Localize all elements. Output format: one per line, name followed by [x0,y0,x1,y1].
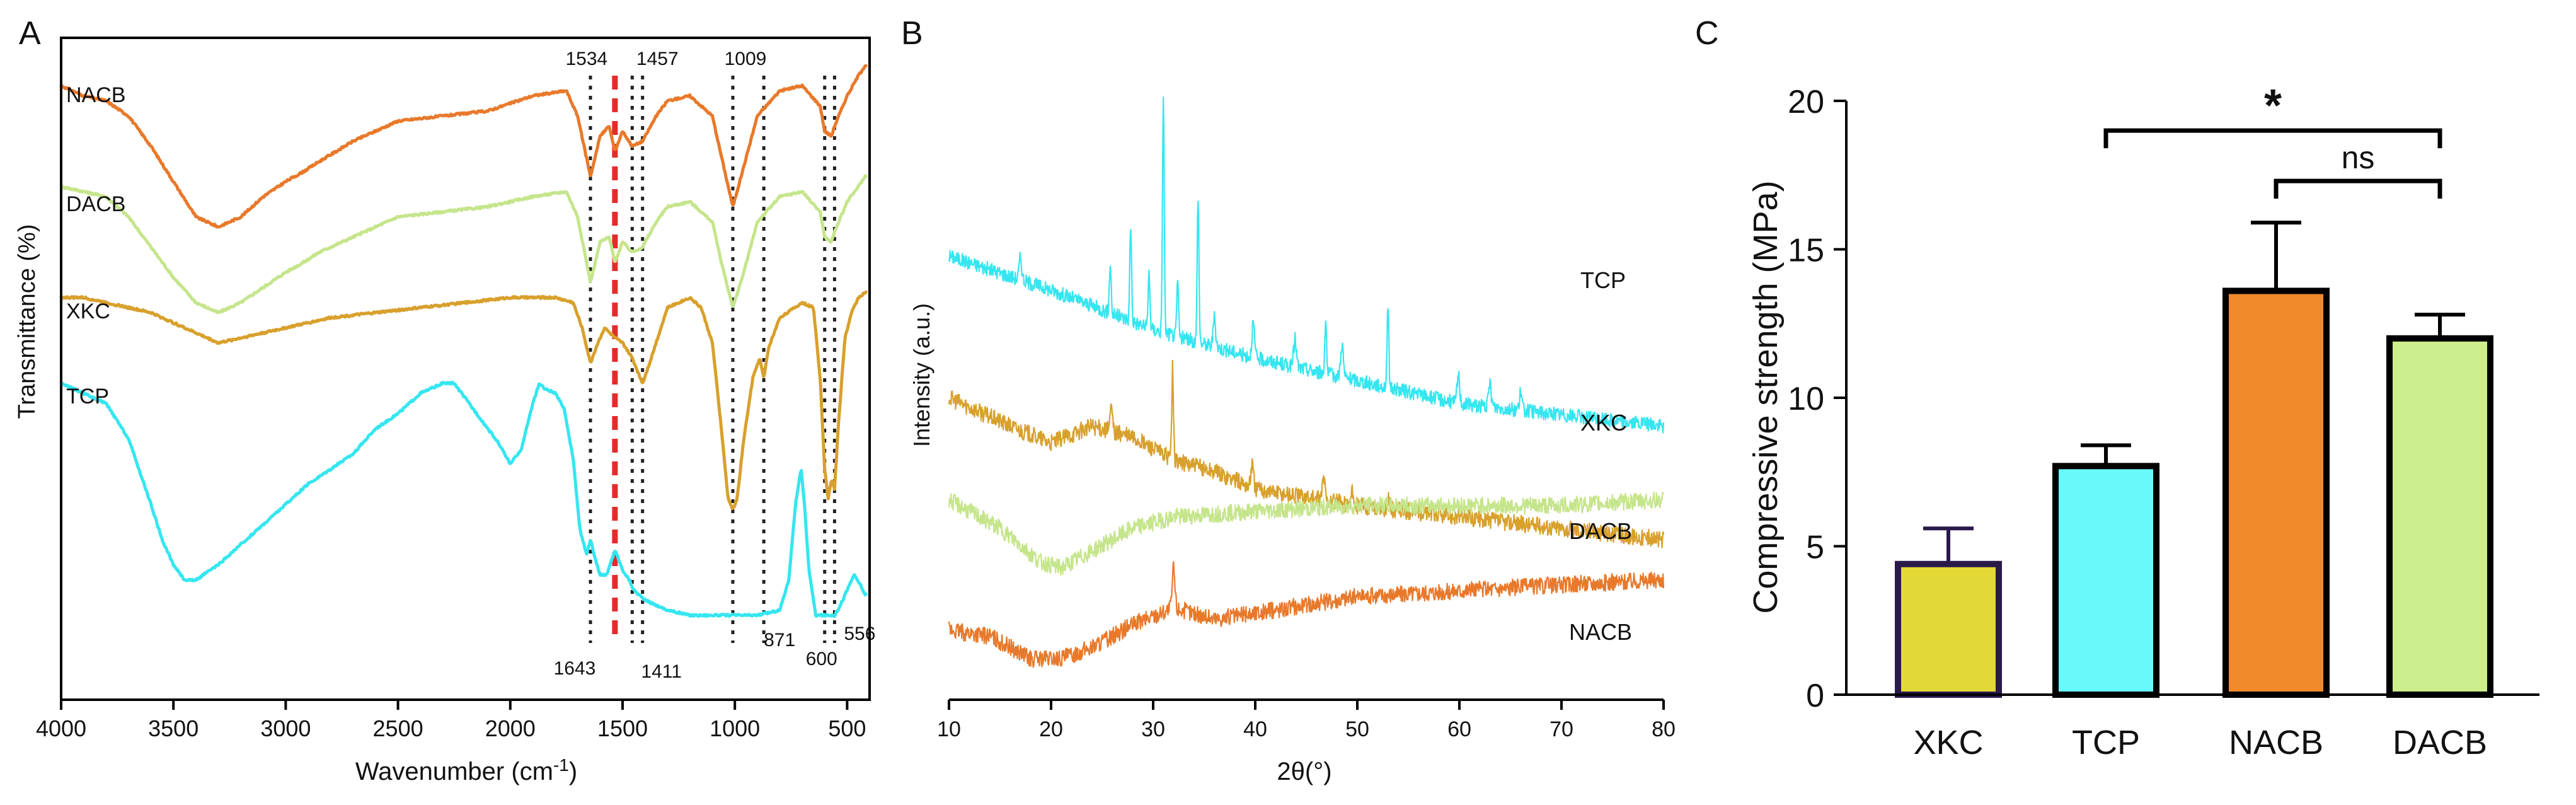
bar-y-tick-label-5: 5 [1806,530,1824,566]
bar-y-axis-label: Compressive strength (MPa) [1747,180,1785,613]
peak-label-1411: 1411 [641,661,682,682]
peak-label-1643: 1643 [554,658,596,679]
ftir-x-tick-label-2500: 2500 [373,715,423,741]
bar-category-label-dacb: DACB [2393,724,2487,762]
bar-category-label-xkc: XKC [1913,724,1983,762]
xrd-trace-tcp [948,96,1665,434]
significance-label-tcp-dacb: * [2264,81,2282,131]
xrd-series-label-tcp: TCP [1580,267,1626,293]
ftir-x-tick-label-1500: 1500 [597,715,648,741]
significance-label-nacb-dacb: ns [2342,140,2375,175]
ftir-series-label-xkc: XKC [66,299,110,323]
ftir-trace-xkc [59,290,868,511]
xrd-traces [948,96,1665,668]
xrd-x-tick-label-30: 30 [1141,717,1165,741]
ftir-x-axis-label: Wavenumber (cm-1) [355,755,577,785]
bar-y-tick-label-0: 0 [1806,678,1824,714]
xrd-series-label-xkc: XKC [1580,410,1627,436]
xrd-series-label-dacb: DACB [1569,518,1632,544]
xrd-x-tick-label-60: 60 [1447,717,1471,741]
ftir-series-label-tcp: TCP [66,385,109,408]
bar-dacb [2386,335,2493,698]
panel-label-c: C [1695,15,1719,52]
compressive-strength-panel: * ns 0 5 10 15 20 XKC TCP NACB DACB Compressive … [1747,81,2539,762]
panel-label-b: B [901,15,923,52]
significance-brackets: * ns [2103,81,2442,199]
xrd-x-tick-label-70: 70 [1550,717,1573,741]
bar-y-ticks: 0 5 10 15 20 [1788,84,1846,714]
peak-label-1009: 1009 [725,49,767,69]
bar-y-tick-label-15: 15 [1788,233,1824,269]
significance-bracket-tcp-dacb [2103,128,2442,149]
peak-label-1534: 1534 [565,49,607,69]
xrd-x-tick-label-10: 10 [937,717,961,741]
ftir-x-tick-label-2000: 2000 [485,715,536,741]
ftir-x-tick-label-1000: 1000 [710,715,760,741]
panel-label-a: A [19,15,41,52]
ftir-x-tick-label-3500: 3500 [148,715,198,741]
ftir-x-tick-label-3000: 3000 [260,715,311,741]
ftir-x-tick-label-4000: 4000 [36,715,86,741]
ftir-trace-nacb [59,64,868,229]
xrd-x-ticks: 10 20 30 40 50 60 70 80 [937,700,1676,741]
bar-category-labels: XKC TCP NACB DACB [1913,724,2487,762]
bar-y-tick-label-20: 20 [1788,84,1824,120]
ftir-x-tick-label-500: 500 [828,715,866,741]
ftir-series-label-dacb: DACB [66,192,125,216]
xrd-trace-nacb [948,561,1665,668]
ftir-trace-dacb [59,174,868,315]
bar-category-label-nacb: NACB [2229,724,2323,762]
xrd-series-label-nacb: NACB [1569,619,1632,645]
bar-category-label-tcp: TCP [2072,724,2140,762]
xrd-x-tick-label-20: 20 [1039,717,1063,741]
xrd-x-tick-label-50: 50 [1345,717,1369,741]
xrd-panel: 10 20 30 40 50 60 70 80 TCP XKC DACB NACB 2θ(°)… [909,96,1676,785]
ftir-plot-frame [60,37,871,701]
peak-label-871: 871 [764,630,795,651]
ftir-trace-tcp [59,381,868,618]
ftir-x-ticks: 4000 3500 3000 2500 2000 1500 1000 500 [36,700,866,741]
xrd-x-tick-label-80: 80 [1652,717,1676,741]
xrd-trace-xkc [948,359,1665,548]
xrd-trace-dacb [948,491,1665,576]
ftir-y-axis-label: Transmittance (%) [14,224,40,419]
xrd-y-axis-label: Intensity (a.u.) [909,303,934,447]
ftir-traces [59,64,868,618]
peak-label-1457: 1457 [636,49,679,69]
bar-y-tick-label-10: 10 [1788,381,1824,417]
bar-tcp [2052,463,2159,698]
error-bars [1923,221,2465,564]
bars [1895,287,2493,698]
bar-xkc [1895,560,2002,698]
bar-nacb [2222,287,2330,698]
xrd-x-axis-label: 2θ(°) [1277,758,1331,785]
peak-label-600: 600 [806,649,837,669]
significance-bracket-nacb-dacb [2274,178,2442,199]
ftir-series-label-nacb: NACB [66,83,125,107]
xrd-x-tick-label-40: 40 [1243,717,1267,741]
